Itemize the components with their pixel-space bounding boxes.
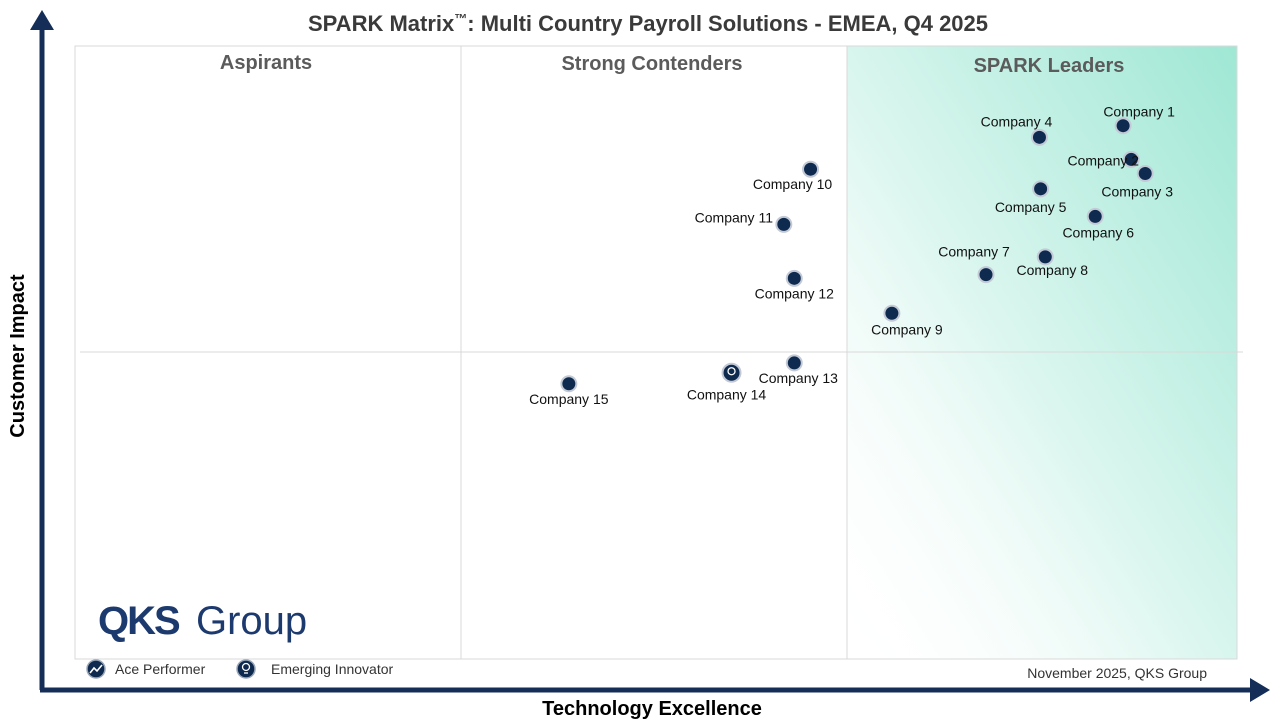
trend-up-glyph xyxy=(89,664,103,674)
footer-note: November 2025, QKS Group xyxy=(1027,665,1207,681)
quadrant-label-strong-contenders: Strong Contenders xyxy=(561,53,742,75)
lightbulb-glyph xyxy=(241,662,251,672)
data-points: Company 1 Company 2 Company 3 Company 4 Comp… xyxy=(529,104,1175,407)
legend-label: Emerging Innovator xyxy=(271,661,394,677)
lightbulb-icon xyxy=(727,367,736,376)
label-company-15: Company 15 xyxy=(529,391,609,407)
marker-company-3 xyxy=(1136,165,1154,183)
label-company-1: Company 1 xyxy=(1103,104,1175,120)
legend: Ace Performer Emerging Innovator xyxy=(86,659,394,679)
chart-title: SPARK Matrix™: Multi Country Payroll Sol… xyxy=(308,11,988,36)
y-axis-label: Customer Impact xyxy=(7,274,29,438)
label-company-5: Company 5 xyxy=(995,199,1067,215)
marker-company-2 xyxy=(1122,150,1140,168)
quadrant-label-spark-leaders: SPARK Leaders xyxy=(974,55,1125,77)
label-company-2: Company 2 xyxy=(1067,152,1139,168)
label-company-14: Company 14 xyxy=(687,387,767,403)
qks-group-logo: QKS Group xyxy=(98,599,307,643)
label-company-6: Company 6 xyxy=(1062,224,1134,240)
label-company-4: Company 4 xyxy=(981,113,1053,129)
quadrant-label-aspirants: Aspirants xyxy=(220,52,312,74)
marker-company-10 xyxy=(802,160,820,178)
x-axis-label: Technology Excellence xyxy=(542,698,762,720)
marker-company-14 xyxy=(721,362,742,383)
marker-company-8 xyxy=(1036,248,1054,266)
marker-company-5 xyxy=(1032,180,1050,198)
label-company-12: Company 12 xyxy=(755,285,835,301)
y-axis-arrowhead xyxy=(30,10,54,30)
label-company-10: Company 10 xyxy=(753,176,833,192)
label-company-7: Company 7 xyxy=(938,244,1010,260)
marker-company-9 xyxy=(883,304,901,322)
legend-item-emerging-innovator: Emerging Innovator xyxy=(236,659,394,679)
marker-company-7 xyxy=(977,266,995,284)
svg-text:Group: Group xyxy=(196,599,307,643)
legend-item-ace-performer: Ace Performer xyxy=(86,659,206,679)
marker-company-12 xyxy=(785,269,803,287)
marker-company-6 xyxy=(1086,207,1104,225)
marker-company-4 xyxy=(1030,128,1048,146)
svg-text:QKS: QKS xyxy=(98,599,180,643)
label-company-8: Company 8 xyxy=(1016,262,1088,278)
marker-company-1 xyxy=(1114,117,1132,135)
label-company-13: Company 13 xyxy=(759,370,839,386)
legend-label: Ace Performer xyxy=(115,661,206,677)
label-company-11: Company 11 xyxy=(695,209,774,225)
marker-company-11 xyxy=(775,215,793,233)
x-axis-arrowhead xyxy=(1250,678,1270,702)
label-company-3: Company 3 xyxy=(1101,184,1173,200)
marker-company-15 xyxy=(560,375,578,393)
label-company-9: Company 9 xyxy=(871,321,943,337)
lightbulb-icon xyxy=(236,659,256,679)
marker-company-13 xyxy=(785,354,803,372)
